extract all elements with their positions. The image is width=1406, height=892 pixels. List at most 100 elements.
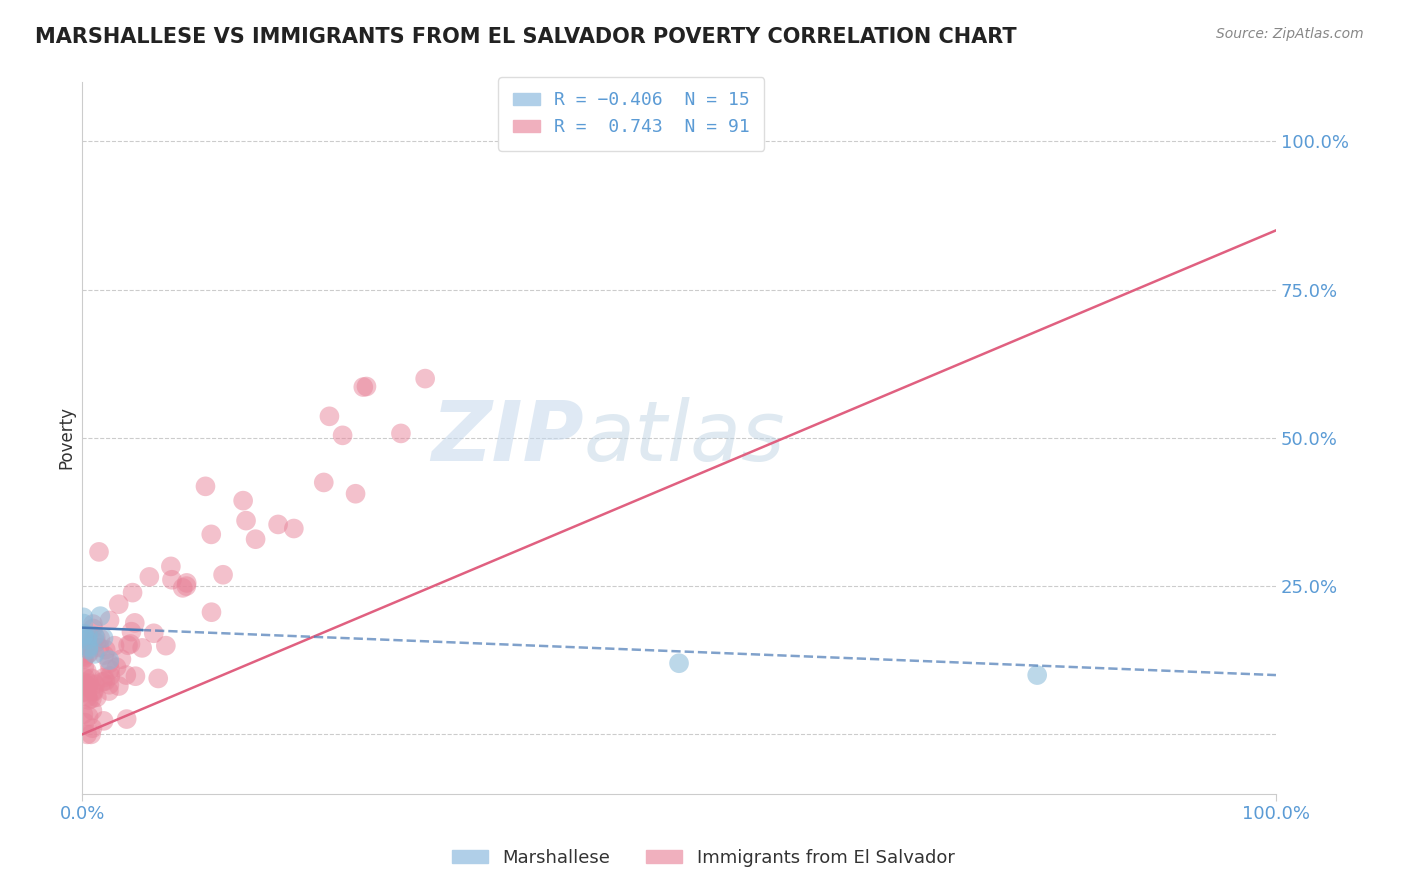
Point xyxy=(84,635,107,649)
Point xyxy=(155,639,177,653)
Point xyxy=(80,727,103,741)
Text: atlas: atlas xyxy=(583,398,785,478)
Point xyxy=(97,684,120,698)
Point xyxy=(73,627,96,641)
Point xyxy=(76,690,98,705)
Point xyxy=(77,709,100,723)
Point xyxy=(245,532,267,546)
Point xyxy=(83,685,105,699)
Point xyxy=(356,379,378,393)
Point xyxy=(332,428,354,442)
Point xyxy=(124,615,146,630)
Point xyxy=(98,653,121,667)
Text: Source: ZipAtlas.com: Source: ZipAtlas.com xyxy=(1216,27,1364,41)
Point xyxy=(93,671,115,685)
Point xyxy=(89,609,111,624)
Point xyxy=(77,640,100,655)
Point xyxy=(1026,668,1049,682)
Point xyxy=(77,628,100,642)
Point xyxy=(98,614,121,628)
Point xyxy=(176,579,198,593)
Point xyxy=(77,676,100,690)
Point xyxy=(72,649,94,664)
Point xyxy=(283,522,305,536)
Point xyxy=(87,545,110,559)
Point xyxy=(94,674,117,689)
Point xyxy=(76,632,98,647)
Point xyxy=(73,650,96,665)
Point xyxy=(86,690,108,705)
Point xyxy=(108,679,131,693)
Point xyxy=(103,639,125,653)
Point xyxy=(115,668,138,682)
Point xyxy=(98,678,121,692)
Point xyxy=(93,631,115,645)
Point xyxy=(160,573,183,587)
Point xyxy=(138,570,160,584)
Point xyxy=(73,684,96,698)
Text: ZIP: ZIP xyxy=(430,398,583,478)
Point xyxy=(73,660,96,674)
Point xyxy=(80,671,103,685)
Point xyxy=(77,646,100,660)
Point xyxy=(107,597,129,611)
Point xyxy=(83,647,105,661)
Point xyxy=(124,669,146,683)
Point xyxy=(80,691,103,706)
Point xyxy=(212,567,235,582)
Point xyxy=(142,626,165,640)
Point xyxy=(200,605,222,619)
Point xyxy=(75,671,97,685)
Point xyxy=(413,371,436,385)
Point xyxy=(318,409,340,424)
Point xyxy=(235,514,257,528)
Point xyxy=(77,640,100,654)
Point xyxy=(76,727,98,741)
Point xyxy=(120,624,142,639)
Point xyxy=(172,581,194,595)
Point xyxy=(352,380,374,394)
Point xyxy=(76,636,98,650)
Point xyxy=(98,669,121,683)
Point xyxy=(73,715,96,730)
Point xyxy=(72,652,94,666)
Point xyxy=(389,426,412,441)
Point xyxy=(77,647,100,661)
Point xyxy=(117,638,139,652)
Text: MARSHALLESE VS IMMIGRANTS FROM EL SALVADOR POVERTY CORRELATION CHART: MARSHALLESE VS IMMIGRANTS FROM EL SALVAD… xyxy=(35,27,1017,46)
Y-axis label: Poverty: Poverty xyxy=(58,407,75,469)
Point xyxy=(82,704,104,718)
Point xyxy=(76,678,98,692)
Point xyxy=(194,479,217,493)
Point xyxy=(200,527,222,541)
Point xyxy=(82,617,104,632)
Point xyxy=(77,681,100,695)
Point xyxy=(72,707,94,722)
Point xyxy=(72,610,94,624)
Point xyxy=(120,637,142,651)
Point xyxy=(77,642,100,657)
Point xyxy=(75,685,97,699)
Point xyxy=(89,640,111,655)
Point xyxy=(77,693,100,707)
Point xyxy=(72,675,94,690)
Point xyxy=(267,517,290,532)
Point xyxy=(84,677,107,691)
Point xyxy=(98,657,121,671)
Point xyxy=(89,632,111,646)
Point xyxy=(83,629,105,643)
Point xyxy=(232,493,254,508)
Point xyxy=(93,714,115,728)
Point xyxy=(312,475,335,490)
Point xyxy=(105,660,128,674)
Point xyxy=(82,684,104,698)
Point xyxy=(148,672,170,686)
Point xyxy=(98,663,121,677)
Point xyxy=(84,631,107,645)
Point xyxy=(344,487,367,501)
Point xyxy=(93,648,115,662)
Point xyxy=(176,575,198,590)
Point xyxy=(72,616,94,631)
Legend: R = −0.406  N = 15, R =  0.743  N = 91: R = −0.406 N = 15, R = 0.743 N = 91 xyxy=(498,77,765,151)
Point xyxy=(82,622,104,636)
